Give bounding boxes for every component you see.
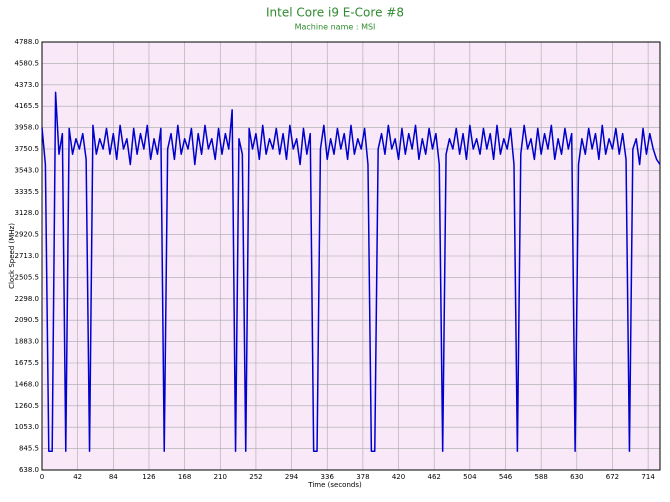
y-tick-label: 2505.5 bbox=[15, 273, 40, 281]
y-tick-label: 1883.0 bbox=[15, 338, 40, 346]
y-tick-label: 3128.0 bbox=[15, 209, 40, 217]
x-tick-label: 504 bbox=[463, 473, 477, 481]
y-tick-label: 2090.5 bbox=[15, 316, 40, 324]
y-tick-label: 4373.0 bbox=[15, 81, 40, 89]
y-tick-label: 845.5 bbox=[19, 445, 39, 453]
y-tick-label: 3750.5 bbox=[15, 145, 40, 153]
x-tick-label: 252 bbox=[249, 473, 262, 481]
y-tick-label: 1260.5 bbox=[15, 402, 40, 410]
x-tick-label: 42 bbox=[73, 473, 82, 481]
x-tick-label: 420 bbox=[392, 473, 405, 481]
y-tick-label: 3543.0 bbox=[15, 166, 40, 174]
x-tick-label: 630 bbox=[570, 473, 583, 481]
x-tick-label: 378 bbox=[356, 473, 369, 481]
x-tick-label: 126 bbox=[142, 473, 156, 481]
y-tick-label: 4580.5 bbox=[15, 59, 40, 67]
x-tick-label: 210 bbox=[214, 473, 227, 481]
data-line bbox=[41, 91, 661, 452]
x-tick-label: 0 bbox=[40, 473, 44, 481]
x-tick-label: 714 bbox=[641, 473, 655, 481]
x-tick-label: 588 bbox=[534, 473, 547, 481]
x-tick-label: 546 bbox=[499, 473, 513, 481]
x-tick-label: 672 bbox=[606, 473, 619, 481]
plot-border bbox=[41, 41, 661, 471]
y-tick-label: 3335.5 bbox=[15, 188, 40, 196]
y-tick-label: 638.0 bbox=[19, 466, 39, 474]
chart-title: Intel Core i9 E-Core #8 bbox=[266, 6, 404, 20]
y-tick-label: 3958.0 bbox=[15, 124, 40, 132]
chart-subtitle: Machine name : MSI bbox=[295, 23, 376, 32]
y-tick-label: 1468.0 bbox=[15, 380, 40, 388]
x-tick-label: 462 bbox=[428, 473, 441, 481]
y-tick-label: 4788.0 bbox=[15, 38, 40, 46]
y-tick-label: 2920.5 bbox=[15, 231, 40, 239]
x-tick-label: 336 bbox=[321, 473, 335, 481]
x-axis-label: Time (seconds) bbox=[307, 481, 362, 489]
y-axis-label: Clock Speed (MHz) bbox=[8, 223, 16, 289]
y-tick-label: 2713.0 bbox=[15, 252, 40, 260]
y-tick-label: 1675.5 bbox=[15, 359, 40, 367]
x-tick-label: 84 bbox=[109, 473, 118, 481]
y-tick-label: 1053.0 bbox=[15, 423, 40, 431]
y-tick-label: 2298.0 bbox=[15, 295, 40, 303]
x-tick-label: 168 bbox=[178, 473, 191, 481]
y-tick-label: 4165.5 bbox=[15, 102, 40, 110]
x-tick-label: 294 bbox=[285, 473, 299, 481]
